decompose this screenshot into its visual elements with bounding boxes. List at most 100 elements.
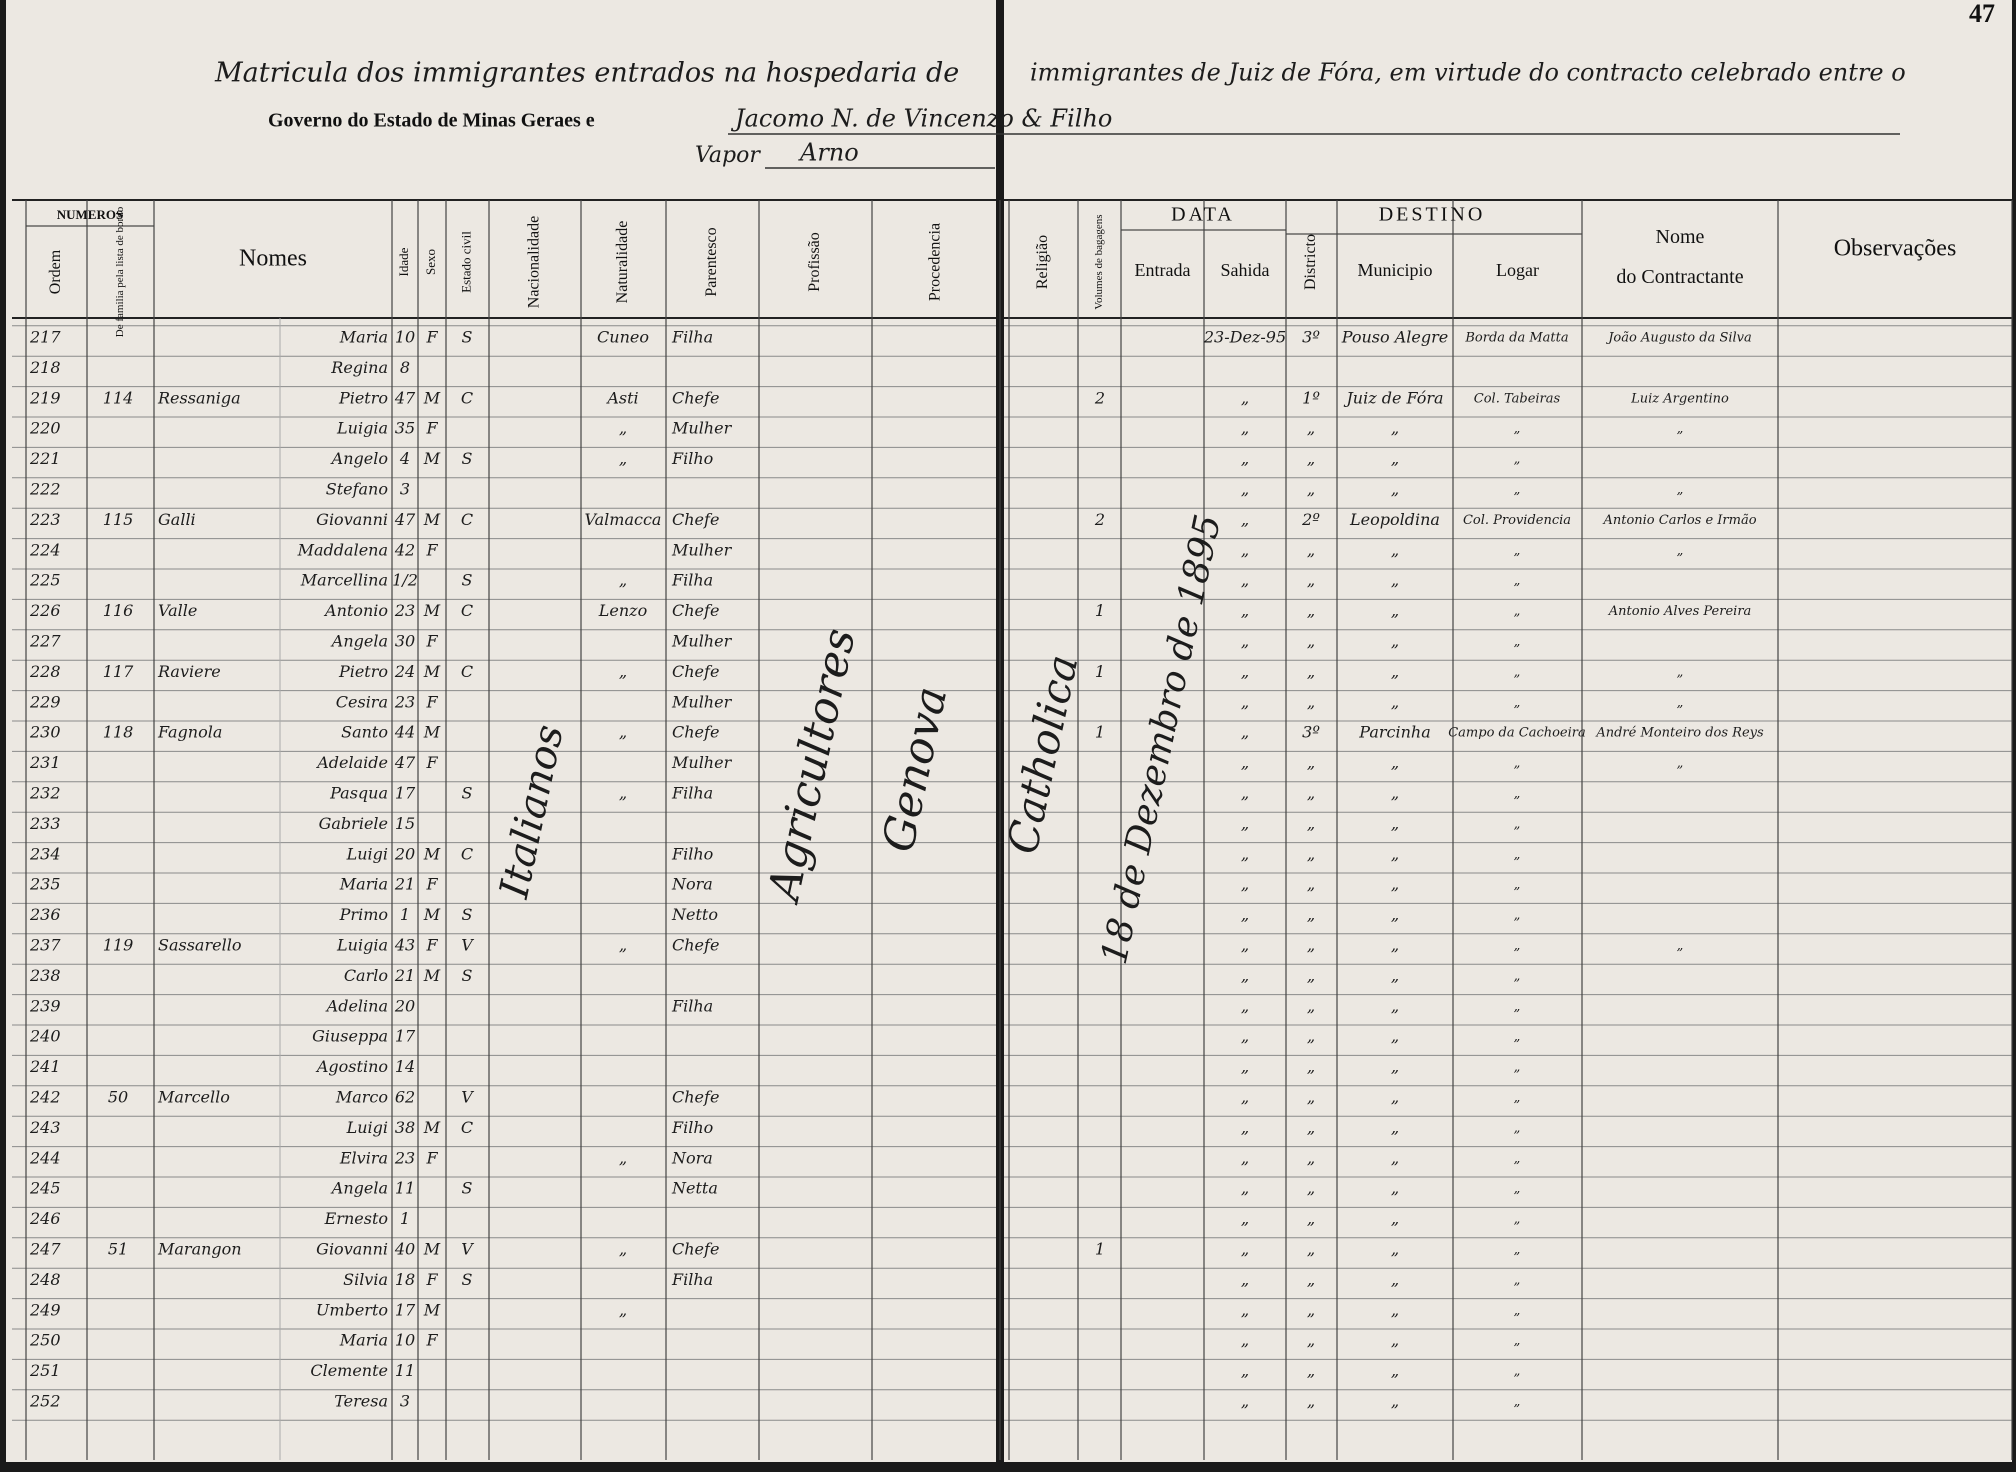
- cell-sexo: M: [423, 1300, 441, 1319]
- cell-fam: 117: [103, 662, 134, 681]
- cell-vol: 1: [1095, 723, 1105, 742]
- cell-parent: Filho: [671, 449, 713, 468]
- cell-munic: „: [1391, 449, 1399, 468]
- cell-nome: Primo: [339, 905, 388, 924]
- cell-sobrenome: Marcello: [157, 1088, 230, 1107]
- cell-nome: Pietro: [338, 388, 388, 407]
- cell-munic: „: [1391, 1361, 1399, 1380]
- cell-ordem: 231: [29, 753, 61, 772]
- cell-logar: „: [1514, 969, 1521, 984]
- cell-logar: „: [1514, 574, 1521, 589]
- cell-idade: 1/2: [392, 571, 418, 590]
- cell-logar: „: [1514, 1303, 1521, 1318]
- cell-munic: „: [1391, 1300, 1399, 1319]
- cell-parent: Chefe: [672, 936, 719, 955]
- cell-distr: „: [1307, 662, 1315, 681]
- cell-idade: 11: [395, 1361, 415, 1380]
- cell-ordem: 251: [29, 1361, 61, 1380]
- column-headers: NUMEROS DATA DESTINO Ordem De familia pela l…: [47, 204, 1956, 338]
- cell-ordem: 248: [29, 1270, 61, 1289]
- cell-nome: Umberto: [316, 1300, 388, 1319]
- cell-ordem: 246: [29, 1209, 61, 1228]
- cell-idade: 43: [394, 936, 415, 955]
- cell-logar: „: [1514, 665, 1521, 680]
- cell-logar: „: [1514, 422, 1521, 437]
- cell-distr: 3º: [1302, 328, 1320, 347]
- cell-natural: „: [619, 1300, 627, 1319]
- cell-distr: „: [1307, 1392, 1315, 1411]
- cell-parent: Chefe: [672, 601, 719, 620]
- cell-parent: Nora: [671, 1148, 713, 1167]
- cell-distr: „: [1307, 784, 1315, 803]
- cell-idade: 3: [400, 1392, 410, 1411]
- cell-civil: S: [462, 1270, 473, 1289]
- right-page: [1004, 0, 2012, 1462]
- cell-idade: 35: [395, 419, 415, 438]
- cell-vol: 1: [1095, 1240, 1105, 1259]
- cell-natural: Cuneo: [597, 328, 649, 347]
- cell-logar: „: [1514, 847, 1521, 862]
- column-header: Idade: [396, 247, 411, 276]
- cell-nome: Luigia: [336, 419, 388, 438]
- cell-natural: „: [619, 936, 627, 955]
- cell-distr: „: [1307, 1361, 1315, 1380]
- cell-munic: „: [1391, 1209, 1399, 1228]
- cell-parent: Mulher: [671, 540, 733, 559]
- cell-sahida: „: [1241, 1240, 1249, 1259]
- cell-idade: 38: [395, 1118, 415, 1137]
- column-header: De familia pela lista de bordo: [114, 206, 126, 337]
- cell-parent: Filho: [671, 844, 713, 863]
- cell-fam: 118: [103, 723, 134, 742]
- cell-nome: Maria: [339, 875, 388, 894]
- cell-civil: S: [462, 449, 473, 468]
- cell-natural: „: [619, 449, 627, 468]
- cell-sahida: 23-Dez-95: [1203, 328, 1286, 347]
- cell-civil: V: [461, 1240, 474, 1259]
- cell-civil: C: [461, 662, 473, 681]
- cell-logar: „: [1514, 1273, 1521, 1288]
- cell-nome: Pietro: [338, 662, 388, 681]
- column-header: Procedencia: [927, 223, 944, 301]
- cell-sahida: „: [1241, 1331, 1249, 1350]
- cell-sahida: „: [1241, 419, 1249, 438]
- cell-nome: Regina: [330, 358, 388, 377]
- cell-parent: Filha: [671, 571, 713, 590]
- cell-fam: 115: [103, 510, 134, 529]
- column-header: Ordem: [47, 249, 64, 294]
- cell-sexo: M: [423, 510, 441, 529]
- cell-natural: Valmacca: [585, 510, 662, 529]
- cell-civil: S: [462, 905, 473, 924]
- cell-distr: „: [1307, 632, 1315, 651]
- cell-distr: „: [1307, 844, 1315, 863]
- cell-sobrenome: Fagnola: [157, 723, 222, 742]
- cell-civil: S: [462, 1179, 473, 1198]
- cell-distr: „: [1307, 996, 1315, 1015]
- cell-sahida: „: [1241, 1392, 1249, 1411]
- column-header: Nacionalidade: [526, 216, 543, 308]
- cell-parent: Mulher: [671, 419, 733, 438]
- cell-ordem: 245: [29, 1179, 61, 1198]
- cell-logar: „: [1514, 999, 1521, 1014]
- cell-munic: „: [1391, 1270, 1399, 1289]
- column-header: Municipio: [1358, 260, 1433, 280]
- column-header: Nome do Contractante: [1616, 226, 1743, 288]
- cell-logar: Col. Providencia: [1463, 513, 1571, 528]
- cell-sexo: F: [425, 753, 438, 772]
- cell-sahida: „: [1241, 1118, 1249, 1137]
- cell-distr: „: [1307, 1300, 1315, 1319]
- title-left: Matricula dos immigrantes entrados na ho…: [214, 58, 959, 89]
- cell-sahida: „: [1241, 723, 1249, 742]
- cell-sexo: M: [423, 662, 441, 681]
- cell-logar: „: [1514, 1121, 1521, 1136]
- cell-contr: Antonio Carlos e Irmão: [1602, 513, 1756, 528]
- cell-idade: 17: [395, 784, 416, 803]
- cell-sahida: „: [1241, 1088, 1249, 1107]
- cell-munic: „: [1391, 662, 1399, 681]
- cell-nome: Stefano: [326, 480, 388, 499]
- cell-fam: 116: [103, 601, 134, 620]
- cell-ordem: 219: [29, 388, 61, 407]
- cell-natural: „: [619, 571, 627, 590]
- cell-civil: S: [462, 328, 473, 347]
- cell-nome: Marcellina: [300, 571, 388, 590]
- cell-parent: Chefe: [672, 1088, 719, 1107]
